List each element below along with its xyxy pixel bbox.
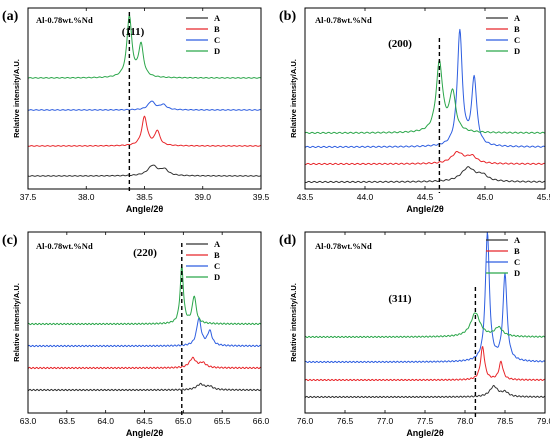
legend-label-b: B xyxy=(214,24,220,34)
y-axis-label: Relative intensity/A.U. xyxy=(12,59,21,138)
x-tick-label: 77.0 xyxy=(377,416,394,426)
alloy-title: Al-0.78wt.%Nd xyxy=(36,241,93,251)
series-d-curve xyxy=(27,14,262,79)
peak-label: (311) xyxy=(388,293,412,305)
y-axis-label: Relative intensity/A.U. xyxy=(289,59,298,138)
legend-label-b: B xyxy=(514,24,520,34)
legend-label-c: C xyxy=(214,35,220,45)
x-tick-label: 64.5 xyxy=(136,416,153,426)
panel-label-background xyxy=(278,232,302,248)
x-axis-label: Angle/2θ xyxy=(406,428,444,438)
x-tick-label: 39.0 xyxy=(194,192,211,202)
series-c-curve xyxy=(27,100,262,111)
x-tick-label: 78.0 xyxy=(457,416,474,426)
plot-frame xyxy=(304,231,546,414)
panel-label-background xyxy=(278,8,302,24)
panel-label: (d) xyxy=(279,233,296,248)
legend-label-a: A xyxy=(514,13,521,23)
alloy-title: Al-0.78wt.%Nd xyxy=(315,15,372,25)
x-axis-label: Angle/2θ xyxy=(406,204,444,214)
legend-label-a: A xyxy=(214,13,221,23)
panel-label: (b) xyxy=(279,9,296,24)
x-tick-label: 79.0 xyxy=(537,416,550,426)
series-c-curve xyxy=(304,28,546,148)
plot-frame xyxy=(304,7,546,190)
legend-label-b: B xyxy=(514,246,520,256)
x-tick-label: 38.5 xyxy=(136,192,153,202)
legend-label-c: C xyxy=(514,35,520,45)
panel-a: 37.5 38.0 38.5 39.0 39.5 Angle/2θ Relative int… xyxy=(1,7,270,214)
x-tick-label: 66.0 xyxy=(253,416,270,426)
plot-frame xyxy=(27,231,262,414)
series-c-curve xyxy=(304,231,546,364)
series-a-curve xyxy=(304,166,546,184)
y-axis-label: Relative intensity/A.U. xyxy=(289,283,298,362)
series-a-curve xyxy=(27,382,262,392)
series-b-curve xyxy=(27,115,262,147)
legend-label-d: D xyxy=(514,46,520,56)
plot-frame xyxy=(27,7,262,190)
panel-label: (a) xyxy=(2,9,19,24)
x-tick-label: 45.0 xyxy=(477,192,494,202)
x-axis-label: Angle/2θ xyxy=(126,428,164,438)
series-d-curve xyxy=(304,312,546,339)
legend-label-a: A xyxy=(214,239,221,249)
x-tick-label: 77.5 xyxy=(417,416,434,426)
panel-label-background xyxy=(1,8,25,24)
legend-label-a: A xyxy=(514,235,521,245)
x-tick-label: 63.5 xyxy=(59,416,76,426)
x-axis-label: Angle/2θ xyxy=(126,204,164,214)
alloy-title: Al-0.78wt.%Nd xyxy=(315,241,372,251)
series-c-curve xyxy=(27,317,262,348)
legend-label-b: B xyxy=(214,250,220,260)
peak-label: (111) xyxy=(122,26,145,38)
panel-b: 43.5 44.0 44.5 45.0 45.5 Angle/2θ Relative int… xyxy=(278,7,550,214)
panel-label: (c) xyxy=(2,233,18,248)
x-tick-label: 65.5 xyxy=(214,416,231,426)
x-tick-label: 76.0 xyxy=(297,416,314,426)
x-tick-label: 76.5 xyxy=(337,416,354,426)
legend-label-d: D xyxy=(214,46,220,56)
series-d-curve xyxy=(304,59,546,134)
x-tick-label: 38.0 xyxy=(78,192,95,202)
x-tick-label: 37.5 xyxy=(20,192,37,202)
x-tick-label: 65.0 xyxy=(175,416,192,426)
x-tick-label: 63.0 xyxy=(20,416,37,426)
legend-label-d: D xyxy=(214,272,220,282)
series-b-curve xyxy=(304,150,546,166)
series-b-curve xyxy=(304,345,546,382)
x-tick-label: 44.5 xyxy=(417,192,434,202)
legend-label-c: C xyxy=(214,261,220,271)
legend-label-d: D xyxy=(514,268,520,278)
series-a-curve xyxy=(27,164,262,177)
series-d-curve xyxy=(27,264,262,326)
series-a-curve xyxy=(304,384,546,399)
panel-d: 76.0 76.5 77.0 77.5 78.0 78.5 79.0 Angle/2θ Rela… xyxy=(278,231,550,438)
panel-c: 63.0 63.5 64.0 64.5 65.0 65.5 66.0 Angle/2θ Rela… xyxy=(1,231,270,438)
x-tick-label: 39.5 xyxy=(253,192,270,202)
series-b-curve xyxy=(27,356,262,370)
x-tick-label: 44.0 xyxy=(357,192,374,202)
y-axis-label: Relative intensity/A.U. xyxy=(12,283,21,362)
peak-label: (220) xyxy=(133,247,157,259)
x-tick-label: 45.5 xyxy=(537,192,550,202)
alloy-title: Al-0.78wt.%Nd xyxy=(36,15,93,25)
x-tick-label: 64.0 xyxy=(97,416,114,426)
x-tick-label: 43.5 xyxy=(297,192,314,202)
panel-label-background xyxy=(1,232,25,248)
x-tick-label: 78.5 xyxy=(497,416,514,426)
legend-label-c: C xyxy=(514,257,520,267)
peak-label: (200) xyxy=(388,38,412,50)
